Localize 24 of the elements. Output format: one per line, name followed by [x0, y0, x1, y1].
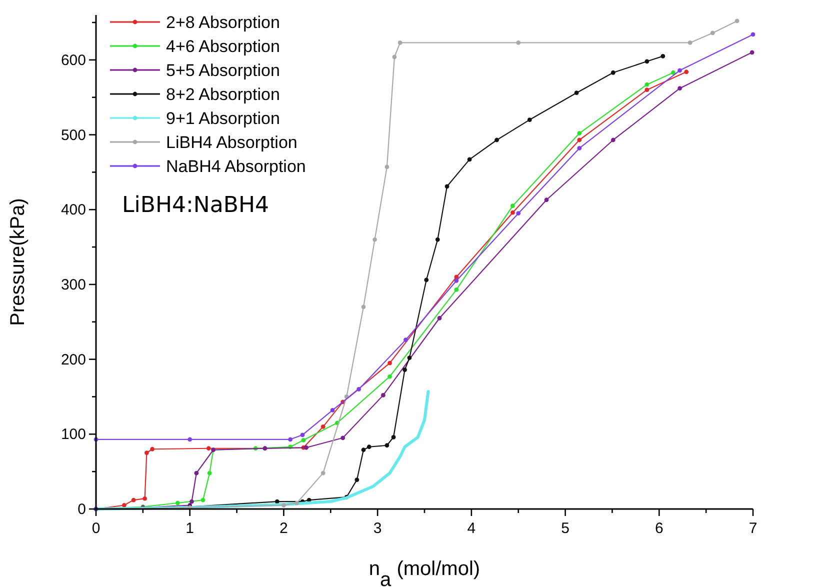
- x-tick-label: 2: [280, 520, 288, 537]
- y-tick-label: 600: [60, 52, 86, 69]
- x-tick-label: 1: [186, 520, 194, 537]
- legend-label: LiBH4 Absorption: [166, 133, 298, 152]
- legend-label: 9+1 Absorption: [166, 109, 280, 128]
- annotation: LiBH4:NaBH4: [122, 193, 269, 218]
- x-tick-label: 6: [654, 520, 664, 537]
- y-tick-label: 100: [60, 426, 86, 444]
- legend-label: 2+8 Absorption: [166, 13, 280, 32]
- x-tick-label: 3: [373, 520, 382, 537]
- x-tick-label: 0: [92, 520, 100, 537]
- y-tick-label: 300: [60, 276, 86, 294]
- legend-label: NaBH4 Absorption: [166, 157, 306, 176]
- y-tick-label: 500: [60, 126, 86, 144]
- legend-label: 4+6 Absorption: [166, 37, 280, 56]
- y-tick-label: 400: [60, 202, 86, 219]
- x-tick-label: 5: [561, 520, 570, 537]
- legend-label: 5+5 Absorption: [166, 61, 280, 80]
- y-tick-label: 0: [78, 501, 86, 518]
- x-tick-label: 4: [467, 520, 476, 537]
- legend-label: 8+2 Absorption: [166, 85, 280, 104]
- y-axis-title: Pressure(kPa): [7, 198, 29, 326]
- y-tick-label: 200: [60, 351, 86, 368]
- x-tick-label: 7: [748, 520, 758, 537]
